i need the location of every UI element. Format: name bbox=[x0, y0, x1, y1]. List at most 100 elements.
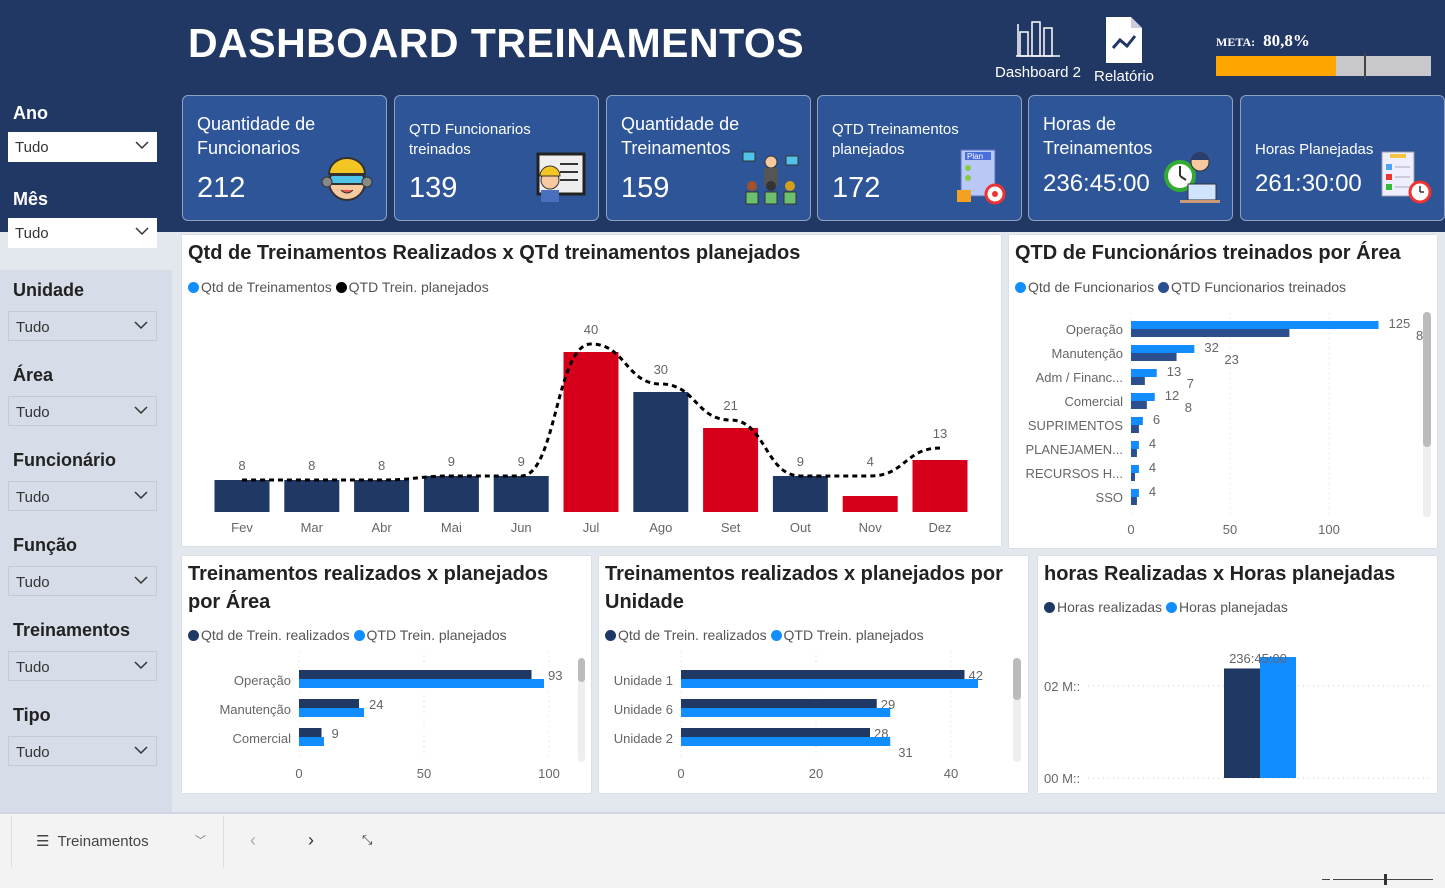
kpi-label: Horas de Treinamentos bbox=[1043, 114, 1153, 158]
bar bbox=[1131, 321, 1379, 329]
zoom-out-button[interactable] bbox=[1322, 879, 1330, 880]
scrollbar-thumb[interactable] bbox=[1423, 312, 1431, 447]
kpi-value: 139 bbox=[409, 172, 458, 204]
collapse-icon[interactable]: ⤡ bbox=[362, 832, 373, 847]
data-label: 9 bbox=[448, 454, 455, 469]
chart-title: horas Realizadas x Horas planejadas bbox=[1044, 563, 1396, 585]
chart-legend: Qtd de Trein. realizados QTD Trein. plan… bbox=[605, 627, 924, 643]
legend-item: Qtd de Trein. realizados bbox=[618, 627, 767, 643]
data-label: 8 bbox=[308, 458, 315, 473]
category-label: Operação bbox=[1066, 322, 1123, 337]
legend-item: QTD Funcionarios treinados bbox=[1170, 279, 1347, 295]
meta-indicator: META: 80,8% bbox=[1216, 31, 1310, 51]
bar bbox=[299, 679, 544, 688]
data-label: 30 bbox=[654, 362, 668, 377]
category-label: Comercial bbox=[1064, 394, 1123, 409]
previous-page-button[interactable]: ‹ bbox=[250, 830, 256, 850]
kpi-card: Horas Planejadas 261:30:00 bbox=[1240, 95, 1445, 221]
bar bbox=[1131, 377, 1145, 385]
chevron-down-icon bbox=[134, 406, 148, 415]
filter-value: Tudo bbox=[16, 404, 50, 421]
data-label: 4 bbox=[1149, 460, 1156, 475]
bar bbox=[1131, 449, 1137, 457]
icon-text: Plan bbox=[967, 152, 983, 161]
bar bbox=[1131, 497, 1137, 505]
x-tick-label: Ago bbox=[649, 520, 672, 535]
legend-item: QTD Trein. planejados bbox=[348, 279, 489, 295]
filter-label: Treinamentos bbox=[13, 620, 131, 640]
kpi-card: QTD Treinamentos planejados 172 Plan bbox=[817, 95, 1022, 221]
meta-progress-fill bbox=[1216, 56, 1337, 76]
chart-title: Treinamentos realizados x planejados por… bbox=[188, 563, 549, 613]
menu-icon: ☰ bbox=[36, 833, 50, 850]
filter-value: Tudo bbox=[15, 139, 49, 156]
nav-relatorio-button[interactable]: Relatório bbox=[1088, 16, 1160, 85]
x-tick-label: 0 bbox=[1127, 522, 1134, 537]
filter-dropdown[interactable]: Tudo bbox=[8, 396, 157, 426]
chart-legend: Horas realizadas Horas planejadas bbox=[1044, 599, 1288, 615]
x-tick-label: Set bbox=[721, 520, 741, 535]
filter-dropdown[interactable]: Tudo bbox=[8, 651, 157, 681]
bar bbox=[681, 670, 965, 679]
chart-title: QTD de Funcionários treinados por Área bbox=[1015, 242, 1401, 264]
bar bbox=[1131, 465, 1139, 473]
category-label: Manutenção bbox=[219, 702, 291, 717]
meta-target-marker bbox=[1364, 53, 1367, 79]
zoom-slider[interactable] bbox=[1333, 879, 1433, 880]
chart-plot: 050100Operação12580Manutenção3223Adm / F… bbox=[1025, 313, 1430, 537]
filter-value: Tudo bbox=[16, 489, 50, 506]
bar bbox=[1131, 441, 1139, 449]
scrollbar[interactable] bbox=[1423, 312, 1431, 517]
data-label: 93 bbox=[548, 668, 562, 683]
next-page-button[interactable]: › bbox=[308, 830, 314, 850]
page-selector[interactable]: ☰ Treinamentos ﹀ bbox=[36, 832, 216, 856]
legend-item: Qtd de Trein. realizados bbox=[201, 627, 350, 643]
bar bbox=[299, 708, 364, 717]
bar bbox=[772, 476, 828, 512]
filter-dropdown[interactable]: Tudo bbox=[8, 736, 157, 766]
category-label: RECURSOS H... bbox=[1025, 466, 1123, 481]
filter-dropdown[interactable]: Tudo bbox=[8, 566, 157, 596]
filter-value: Tudo bbox=[16, 659, 50, 676]
bar bbox=[1131, 425, 1139, 433]
page-name: Treinamentos bbox=[57, 833, 149, 850]
y-tick-label: 00 M:: bbox=[1044, 771, 1080, 786]
bar bbox=[842, 496, 898, 512]
chevron-down-icon bbox=[134, 321, 148, 330]
filter-label: Mês bbox=[13, 189, 49, 209]
scrollbar[interactable] bbox=[1013, 658, 1021, 762]
kpi-label: QTD Treinamentos planejados bbox=[832, 121, 959, 158]
x-tick-label: 0 bbox=[295, 766, 302, 781]
filter-dropdown[interactable]: Tudo bbox=[8, 132, 157, 162]
filter-dropdown[interactable]: Tudo bbox=[8, 481, 157, 511]
x-tick-label: Mai bbox=[441, 520, 462, 535]
x-tick-label: 100 bbox=[1318, 522, 1340, 537]
filter-dropdown[interactable]: Tudo bbox=[8, 218, 157, 248]
filter-dropdown[interactable]: Tudo bbox=[8, 311, 157, 341]
data-label: 6 bbox=[1153, 412, 1160, 427]
filter-label: Função bbox=[13, 535, 78, 555]
scrollbar[interactable] bbox=[578, 658, 585, 762]
bar bbox=[299, 699, 359, 708]
trainings-by-unit-chart: Treinamentos realizados x planejados por… bbox=[599, 556, 1028, 793]
bar bbox=[1131, 401, 1147, 409]
filter-value: Tudo bbox=[16, 574, 50, 591]
category-label: SSO bbox=[1096, 490, 1123, 505]
bar bbox=[1131, 393, 1155, 401]
bar bbox=[1131, 489, 1139, 497]
bar bbox=[681, 699, 877, 708]
bar bbox=[633, 392, 689, 512]
chart-legend: Qtd de Funcionarios QTD Funcionarios tre… bbox=[1015, 279, 1346, 295]
x-tick-label: 40 bbox=[944, 766, 958, 781]
data-label: 9 bbox=[332, 726, 339, 741]
x-tick-label: 100 bbox=[538, 766, 560, 781]
scrollbar-thumb[interactable] bbox=[578, 658, 585, 682]
trainings-by-area-chart: Treinamentos realizados x planejados por… bbox=[182, 556, 591, 793]
nav-dashboard-2-button[interactable]: Dashboard 2 bbox=[994, 18, 1082, 81]
x-tick-label: Dez bbox=[928, 520, 951, 535]
data-label: 4 bbox=[1149, 436, 1156, 451]
monthly-trainings-chart: Qtd de Treinamentos Realizados x QTd tre… bbox=[182, 235, 1001, 546]
zoom-slider-handle[interactable] bbox=[1384, 874, 1387, 885]
scrollbar-thumb[interactable] bbox=[1013, 658, 1021, 700]
